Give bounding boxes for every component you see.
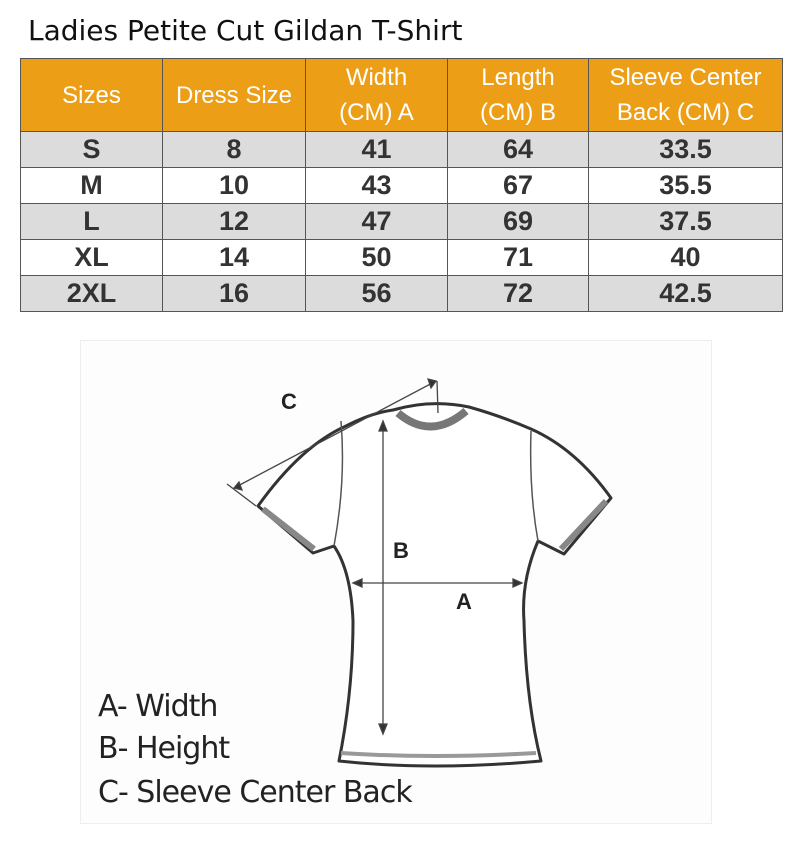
legend-c: C- Sleeve Center Back — [98, 775, 413, 810]
table-cell: 47 — [305, 203, 448, 240]
table-cell: 56 — [305, 275, 448, 312]
header-width: Width (CM) A — [305, 58, 448, 132]
table-row: 2XL 16 56 72 42.5 — [20, 275, 783, 312]
height-arrowhead-top — [378, 419, 388, 432]
header-sizes: Sizes — [20, 58, 163, 132]
table-cell: 35.5 — [588, 167, 783, 204]
label-c: C — [281, 389, 297, 414]
header-sleeve-line2: Back (CM) C — [616, 99, 755, 126]
header-dress-size-text: Dress Size — [175, 81, 293, 109]
table-cell: 67 — [447, 167, 589, 204]
table-cell: M — [20, 167, 163, 204]
table-cell: XL — [20, 239, 163, 276]
measurement-diagram: C B A A- Width B- Height C- Sleeve Cente… — [80, 340, 712, 824]
table-cell: 12 — [162, 203, 306, 240]
header-sleeve-line1: Sleeve Center — [609, 64, 762, 91]
table-cell: 42.5 — [588, 275, 783, 312]
tshirt-body — [256, 402, 613, 768]
header-length-line2: (CM) B — [480, 99, 556, 126]
header-sleeve: Sleeve Center Back (CM) C — [588, 58, 783, 132]
table-row: L 12 47 69 37.5 — [20, 203, 783, 240]
legend-b: B- Height — [98, 731, 230, 766]
table-cell: L — [20, 203, 163, 240]
sleeve-center-back-arrowhead-bottom — [232, 480, 244, 491]
width-arrowhead-right — [512, 577, 524, 589]
header-length-line1: Length — [481, 64, 555, 91]
header-width-line2: (CM) A — [339, 99, 414, 126]
table-cell: 2XL — [20, 275, 163, 312]
right-sleeve-cuff — [558, 498, 609, 552]
table-cell: 8 — [162, 131, 306, 168]
left-sleeve-cuff — [261, 506, 316, 552]
table-cell: 71 — [447, 239, 589, 276]
sleeve-seams — [333, 420, 539, 547]
measurement-arrows — [226, 378, 524, 736]
header-sizes-text: Sizes — [62, 81, 121, 109]
sleeve-center-back-line — [233, 380, 437, 489]
table-cell: 72 — [447, 275, 589, 312]
table-cell: 69 — [447, 203, 589, 240]
header-length: Length (CM) B — [447, 58, 589, 132]
tshirt-hem — [340, 751, 537, 758]
tshirt-illustration: C B A — [226, 378, 613, 768]
table-cell: 10 — [162, 167, 306, 204]
legend-a: A- Width — [98, 689, 218, 724]
table-cell: 37.5 — [588, 203, 783, 240]
table-cell: 43 — [305, 167, 448, 204]
label-a: A — [456, 589, 472, 614]
table-cell: 41 — [305, 131, 448, 168]
table-cell: 14 — [162, 239, 306, 276]
page-title: Ladies Petite Cut Gildan T-Shirt — [28, 14, 463, 47]
label-b: B — [393, 538, 409, 563]
table-row: XL 14 50 71 40 — [20, 239, 783, 276]
table-row: S 8 41 64 33.5 — [20, 131, 783, 168]
header-dress-size: Dress Size — [162, 58, 306, 132]
size-chart-body: S 8 41 64 33.5 M 10 43 67 35.5 L 12 47 69 37.5 XL 14 50 71… — [20, 131, 783, 312]
height-arrowhead-bottom — [378, 723, 388, 736]
tshirt-outline — [256, 402, 613, 768]
table-cell: 33.5 — [588, 131, 783, 168]
table-cell: 64 — [447, 131, 589, 168]
table-cell: 40 — [588, 239, 783, 276]
table-cell: 16 — [162, 275, 306, 312]
tshirt-collar — [395, 407, 469, 431]
table-cell: 50 — [305, 239, 448, 276]
size-chart-table: Sizes Dress Size Width (CM) A Length (CM) … — [20, 58, 783, 312]
sleeve-center-back-extension-top — [436, 380, 439, 414]
table-header-row: Sizes Dress Size Width (CM) A Length (CM) … — [20, 58, 783, 132]
table-cell: S — [20, 131, 163, 168]
table-row: M 10 43 67 35.5 — [20, 167, 783, 204]
width-arrowhead-left — [351, 577, 363, 589]
header-width-line1: Width — [345, 64, 408, 91]
sleeve-center-back-extension-bottom — [226, 483, 257, 507]
sleeve-center-back-arrowhead-top — [427, 378, 438, 390]
